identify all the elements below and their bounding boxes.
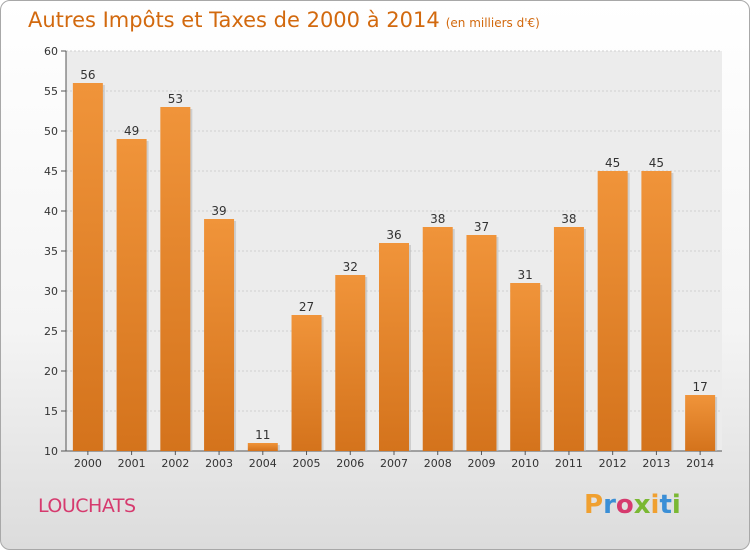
- x-tick-label: 2008: [424, 457, 452, 470]
- chart-subtitle: (en milliers d'€): [445, 16, 540, 30]
- x-tick-label: 2002: [161, 457, 189, 470]
- x-tick-label: 2010: [511, 457, 539, 470]
- y-tick-label: 45: [44, 165, 58, 178]
- y-tick-label: 15: [44, 405, 58, 418]
- logo-letter: i: [671, 490, 681, 520]
- logo-letter: x: [633, 490, 651, 520]
- bar-value-label: 56: [80, 68, 95, 82]
- bar: [291, 315, 322, 451]
- bar-value-label: 53: [168, 92, 183, 106]
- bar-value-label: 39: [211, 204, 226, 218]
- logo-letter: i: [650, 490, 660, 520]
- y-tick-label: 30: [44, 285, 58, 298]
- y-tick-label: 35: [44, 245, 58, 258]
- x-tick-label: 2004: [249, 457, 277, 470]
- x-tick-label: 2001: [118, 457, 146, 470]
- bar-value-label: 38: [561, 212, 576, 226]
- x-tick-label: 2003: [205, 457, 233, 470]
- x-tick-label: 2009: [467, 457, 495, 470]
- x-tick-label: 2012: [599, 457, 627, 470]
- y-tick-label: 40: [44, 205, 58, 218]
- y-tick-label: 50: [44, 125, 58, 138]
- bar: [116, 139, 147, 451]
- x-tick-label: 2007: [380, 457, 408, 470]
- bar-value-label: 17: [692, 380, 707, 394]
- bar: [510, 283, 541, 451]
- y-tick-label: 20: [44, 365, 58, 378]
- bar-value-label: 31: [518, 268, 533, 282]
- bar: [422, 227, 453, 451]
- bar: [379, 243, 409, 451]
- y-tick-label: 55: [44, 85, 58, 98]
- bar: [597, 171, 628, 451]
- logo-letter: t: [659, 490, 672, 520]
- bar: [204, 219, 235, 451]
- bar-value-label: 11: [255, 428, 270, 442]
- chart-title: Autres Impôts et Taxes de 2000 à 2014 (en…: [28, 8, 540, 32]
- logo-letter: r: [603, 490, 616, 520]
- bar: [335, 275, 366, 451]
- bar-value-label: 32: [343, 260, 358, 274]
- x-tick-label: 2000: [74, 457, 102, 470]
- bar: [247, 443, 278, 451]
- logo-letter: P: [584, 490, 604, 520]
- x-tick-label: 2011: [555, 457, 583, 470]
- bar: [553, 227, 584, 451]
- place-name: LOUCHATS: [38, 495, 136, 517]
- x-tick-label: 2013: [642, 457, 670, 470]
- bar-value-label: 45: [649, 156, 664, 170]
- y-tick-label: 60: [44, 45, 58, 58]
- bar: [641, 171, 672, 451]
- y-tick-label: 25: [44, 325, 58, 338]
- bar: [72, 83, 103, 451]
- x-tick-label: 2006: [336, 457, 364, 470]
- bar-value-label: 38: [430, 212, 445, 226]
- logo-letter: o: [615, 490, 634, 520]
- bar: [466, 235, 497, 451]
- x-tick-label: 2005: [293, 457, 321, 470]
- bar-value-label: 45: [605, 156, 620, 170]
- y-tick-label: 10: [44, 445, 58, 458]
- bar: [160, 107, 191, 451]
- bar-value-label: 37: [474, 220, 489, 234]
- bar-value-label: 27: [299, 300, 314, 314]
- chart-title-text: Autres Impôts et Taxes de 2000 à 2014: [28, 8, 440, 32]
- bar: [685, 395, 716, 451]
- proxiti-logo: Proxiti: [584, 490, 681, 520]
- bar-value-label: 36: [386, 228, 401, 242]
- x-tick-label: 2014: [686, 457, 714, 470]
- bar-value-label: 49: [124, 124, 139, 138]
